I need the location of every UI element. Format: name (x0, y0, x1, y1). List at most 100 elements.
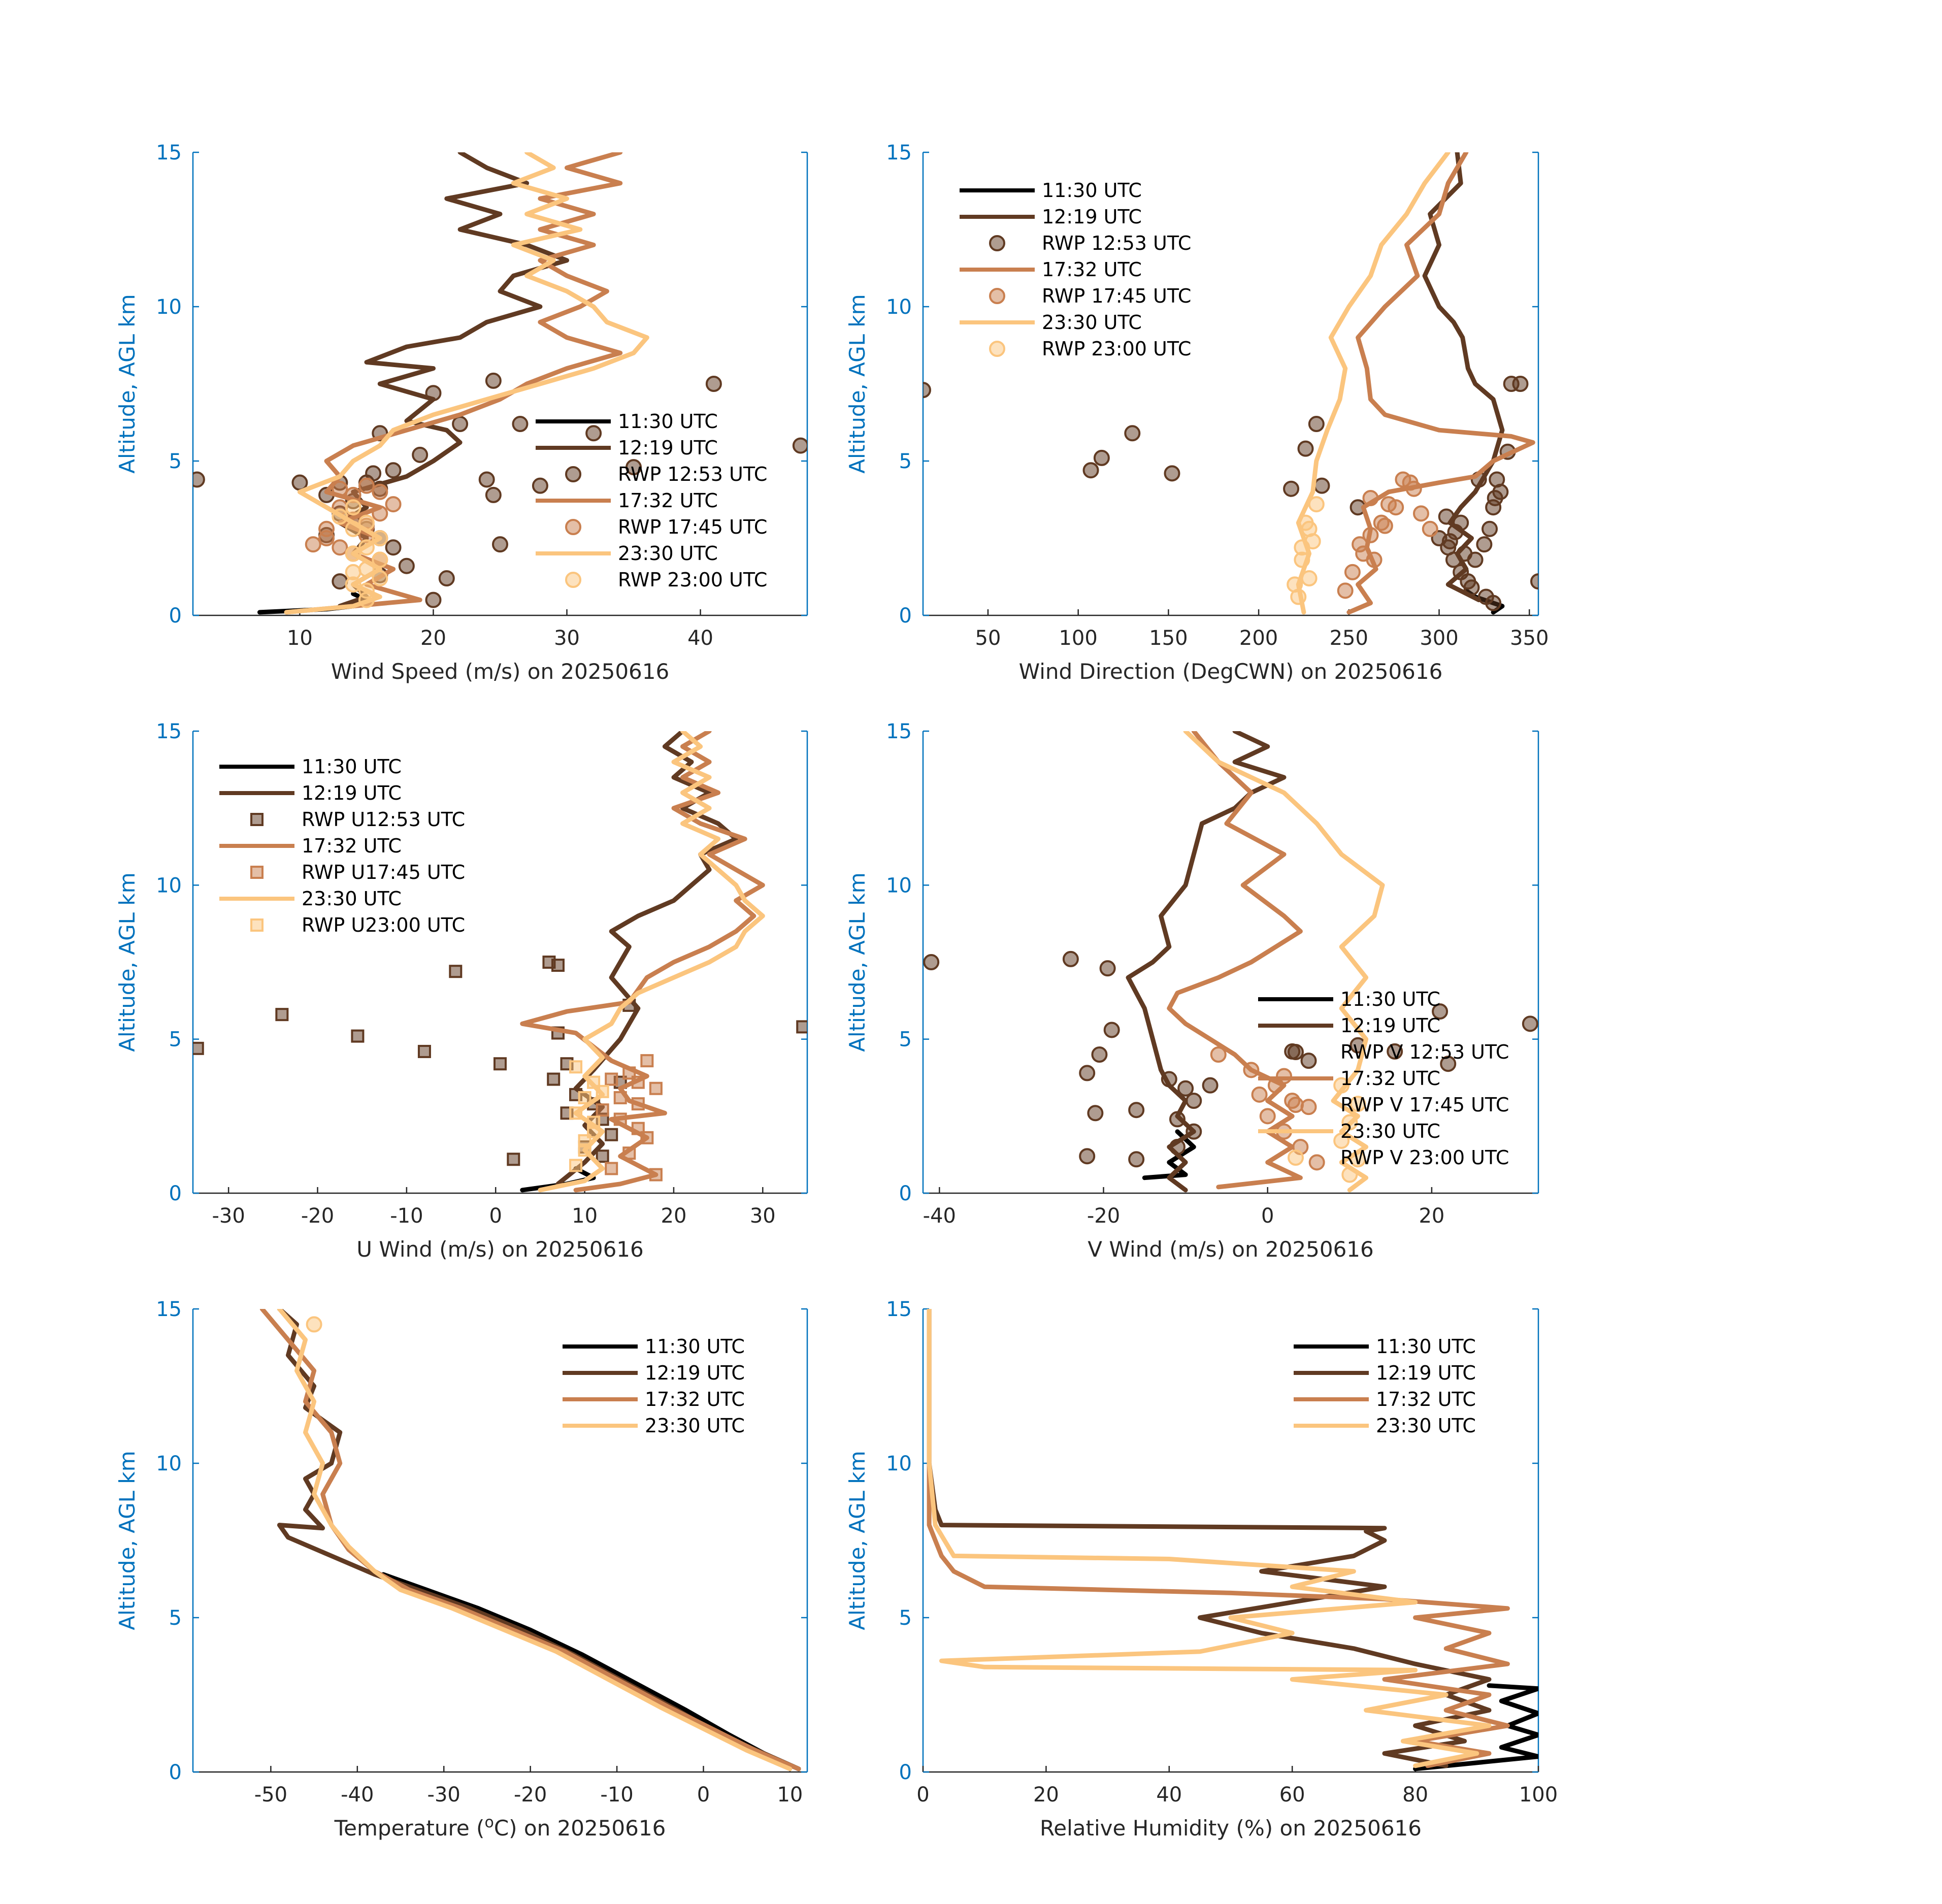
x-tick-label: 20 (661, 1204, 687, 1228)
scatter-point (1079, 1065, 1096, 1081)
scatter-point (1079, 1148, 1096, 1165)
scatter-point (1441, 533, 1458, 550)
scatter-point (1456, 545, 1473, 562)
scatter-point (372, 483, 388, 500)
scatter-point (1349, 1151, 1366, 1168)
scatter-point (1300, 1053, 1317, 1069)
scatter-point (1308, 416, 1325, 433)
scatter-square (351, 1029, 365, 1043)
x-tick-label: 30 (554, 627, 580, 650)
x-tick-label: 10 (287, 627, 313, 650)
legend-label: 11:30 UTC (1340, 988, 1440, 1010)
chart-panel-uwind: -30 -20 -10 0 10 20 30 0 5 10 15 U Wind (m/s) on 20… (115, 720, 808, 1262)
legend-label: RWP 23:00 UTC (1042, 338, 1191, 360)
plot-area (259, 1309, 801, 1771)
y-tick-label: 10 (886, 1452, 912, 1475)
scatter-point (1164, 465, 1180, 482)
scatter-point (585, 425, 602, 442)
scatter-point (332, 508, 348, 525)
scatter-point (923, 382, 931, 399)
y-tick-label: 5 (169, 1028, 182, 1052)
legend-swatch (250, 866, 264, 879)
legend: 11:30 UTC 12:19 UTC RWP V 12:53 UTC 17:32 U… (1258, 988, 1509, 1169)
series-line (277, 1309, 793, 1771)
scatter-point (1362, 527, 1379, 543)
y-tick-label: 5 (899, 1606, 912, 1630)
scatter-point (1308, 496, 1325, 513)
x-tick-label: -10 (600, 1783, 633, 1807)
chart-panel-wdir: 50 100 150 200 250 300 350 0 5 10 15 Wind Direction… (845, 141, 1549, 684)
y-tick-label: 10 (886, 874, 912, 897)
legend-swatch (1288, 1150, 1304, 1166)
scatter-square (569, 1159, 583, 1172)
y-tick-label: 0 (899, 1761, 912, 1784)
x-tick-label: 80 (1402, 1783, 1428, 1807)
y-tick-label: 15 (886, 141, 912, 165)
y-tick-label: 5 (899, 1028, 912, 1052)
scatter-point (358, 514, 375, 531)
chart-panel-wspd: 10 20 30 40 0 5 10 15 Wind Speed (m/s) on 202506… (115, 141, 808, 684)
scatter-point (1463, 579, 1480, 596)
scatter-point (452, 416, 469, 433)
y-axis-label: Altitude, AGL km (115, 294, 140, 473)
scatter-point (1440, 1056, 1457, 1072)
legend-label: 17:32 UTC (1340, 1067, 1440, 1090)
scatter-square (551, 959, 565, 972)
scatter-square (507, 1153, 520, 1166)
legend-label: 17:32 UTC (1042, 258, 1142, 281)
chart-panel-temp: -50 -40 -30 -20 -10 0 10 0 5 10 15 Temperature (oC)… (115, 1298, 808, 1841)
scatter-point (332, 480, 348, 497)
legend-label: 17:32 UTC (618, 489, 718, 512)
scatter-point (1530, 573, 1538, 590)
scatter-point (345, 564, 361, 580)
scatter-point (305, 536, 321, 553)
scatter-square (605, 1128, 618, 1141)
x-tick-label: 100 (1059, 627, 1097, 650)
series-line (1167, 731, 1303, 1190)
y-tick-label: 10 (156, 296, 182, 319)
x-axis-label: Relative Humidity (%) on 20250616 (1040, 1816, 1422, 1841)
x-tick-label: 0 (489, 1204, 502, 1228)
x-axis-label: Wind Direction (DegCWN) on 20250616 (1019, 659, 1443, 684)
y-tick-label: 0 (169, 1182, 182, 1205)
legend-swatch (1288, 1097, 1304, 1113)
legend-swatch (565, 519, 581, 535)
scatter-point (1492, 483, 1509, 500)
scatter-point (1186, 1093, 1202, 1109)
scatter-point (385, 462, 402, 479)
scatter-point (1300, 1099, 1317, 1115)
scatter-square (596, 1085, 609, 1098)
legend-label: RWP V 12:53 UTC (1340, 1041, 1509, 1063)
scatter-point (1432, 1003, 1449, 1020)
plot-area (193, 152, 807, 615)
scatter-point (485, 486, 502, 503)
scatter-point (1341, 1166, 1358, 1183)
plot-area (193, 731, 807, 1193)
y-tick-label: 0 (899, 1182, 912, 1205)
x-tick-label: -20 (301, 1204, 334, 1228)
legend-label: 23:30 UTC (1042, 311, 1142, 334)
x-axis-label: V Wind (m/s) on 20250616 (1088, 1237, 1374, 1262)
scatter-square (649, 1168, 663, 1181)
scatter-point (306, 1316, 322, 1333)
scatter-point (478, 471, 495, 488)
legend-label: 17:32 UTC (645, 1388, 745, 1410)
legend-swatch (1288, 1044, 1304, 1060)
scatter-point (332, 539, 348, 556)
scatter-point (1124, 425, 1141, 442)
legend-label: 11:30 UTC (618, 410, 718, 433)
scatter-square (649, 1081, 663, 1095)
y-axis-label: Altitude, AGL km (845, 294, 870, 473)
scatter-square (578, 1134, 591, 1147)
legend-label: 23:30 UTC (1376, 1415, 1476, 1437)
scatter-square (631, 1122, 645, 1135)
plot-area (927, 1309, 1538, 1771)
scatter-point (1202, 1077, 1219, 1094)
legend-label: 23:30 UTC (645, 1415, 745, 1437)
scatter-point (358, 582, 375, 599)
series-line (1296, 152, 1451, 615)
y-tick-label: 15 (886, 1298, 912, 1321)
scatter-point (792, 437, 807, 454)
scatter-point (1259, 1108, 1276, 1125)
scatter-point (1333, 1132, 1350, 1149)
